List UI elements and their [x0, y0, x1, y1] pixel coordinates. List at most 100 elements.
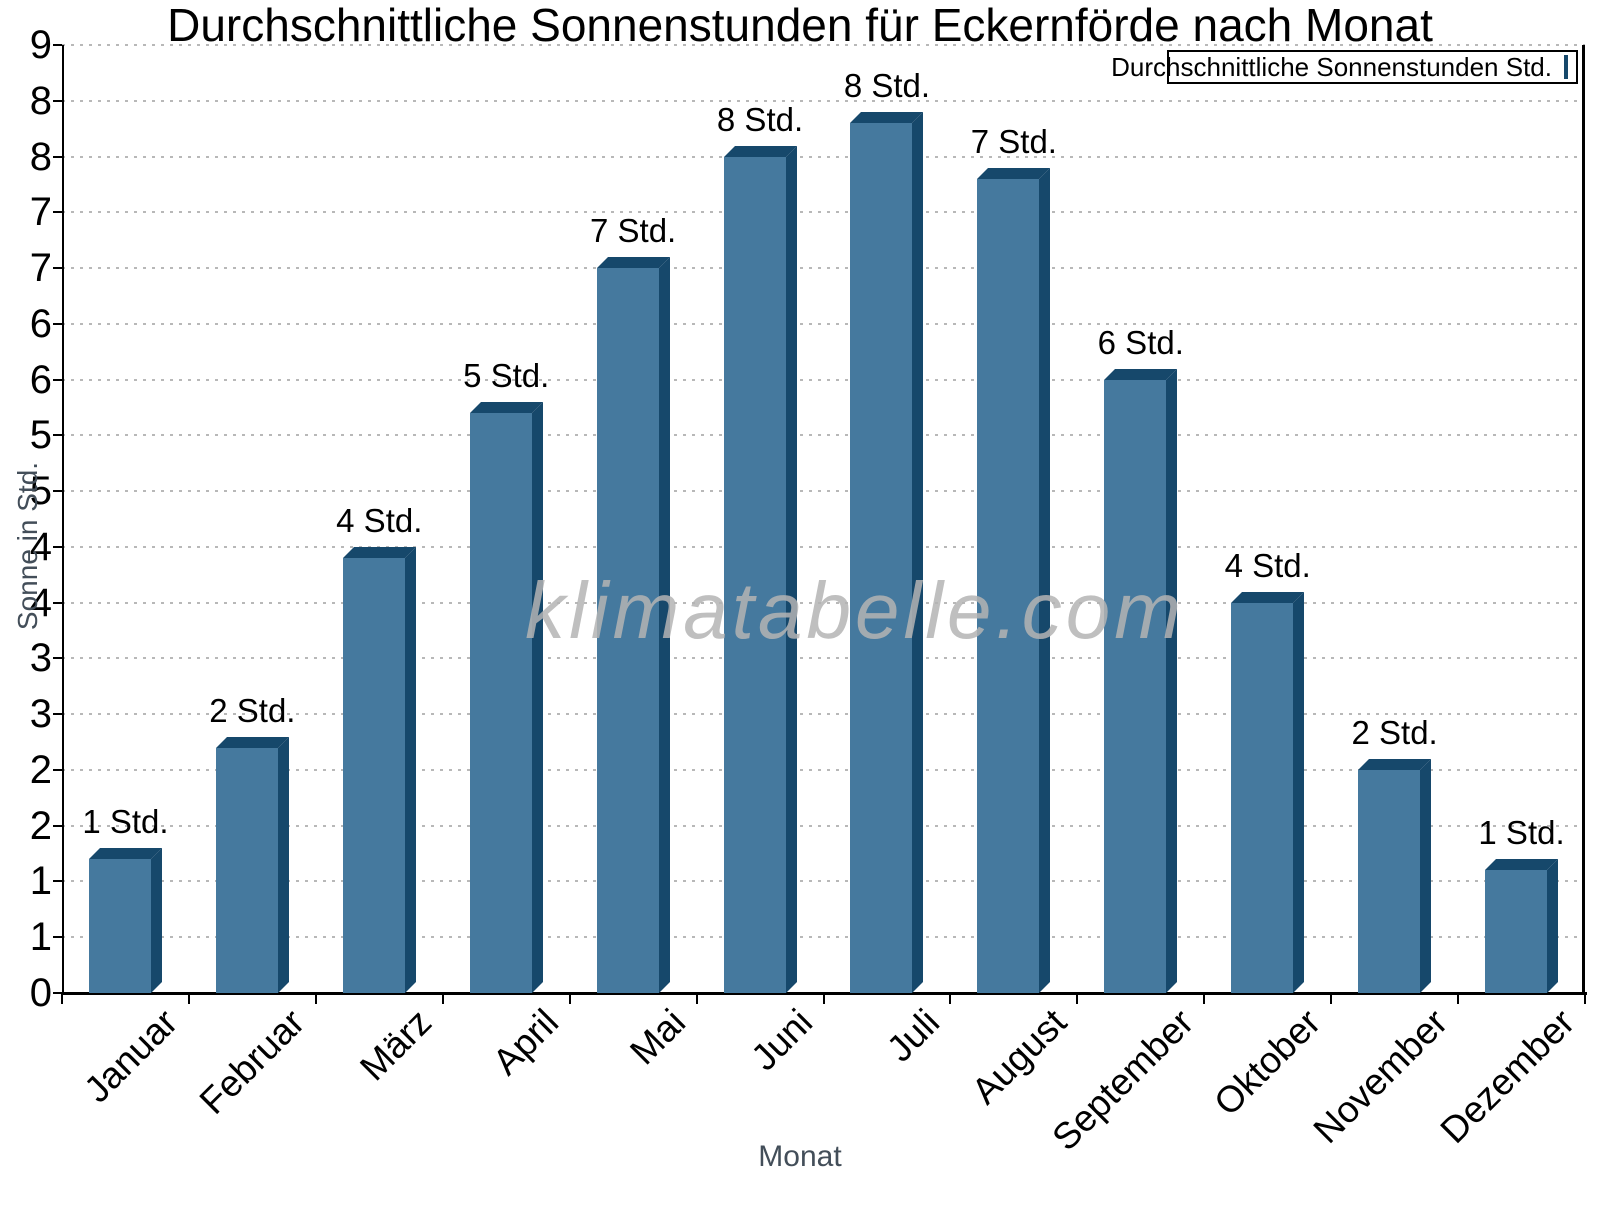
bar	[596, 257, 670, 993]
y-tick-label: 8	[29, 134, 52, 179]
gridline	[62, 490, 1585, 493]
x-axis-title: Monat	[758, 1140, 842, 1173]
x-axis-tick	[61, 995, 63, 1004]
y-tick-label: 6	[29, 357, 52, 402]
bar-side	[785, 145, 797, 993]
y-axis-tick	[53, 211, 62, 214]
y-axis-tick	[53, 768, 62, 771]
x-axis-tick	[949, 995, 952, 1004]
bar-value-label: 4 Std.	[336, 502, 423, 540]
y-tick-label: 6	[29, 301, 52, 346]
bar-side	[1039, 167, 1051, 993]
gridline	[62, 601, 1585, 604]
bar	[723, 145, 797, 993]
chart-title: Durchschnittliche Sonnenstunden für Ecke…	[167, 0, 1433, 51]
bar	[1231, 591, 1305, 993]
y-tick-label: 8	[29, 78, 52, 123]
bar-face	[596, 268, 659, 993]
gridline	[62, 99, 1585, 102]
bar	[215, 736, 289, 993]
y-axis-tick	[53, 434, 62, 437]
y-tick-label: 5	[29, 469, 52, 514]
x-axis-tick	[1330, 995, 1333, 1004]
y-axis-tick	[53, 155, 62, 158]
bar-side	[1547, 859, 1559, 993]
x-axis-tick	[822, 995, 825, 1004]
bar-face	[1485, 870, 1548, 993]
bar	[850, 112, 924, 993]
bar	[1485, 859, 1559, 993]
y-axis-tick	[53, 936, 62, 939]
y-tick-label: 3	[29, 692, 52, 737]
bar-value-label: 8 Std.	[843, 67, 931, 105]
plot-area: klimatabelle.com 1 Std. 2 Std. 4 Std. 5 Std…	[53, 44, 1587, 1004]
y-tick-label: 3	[29, 636, 52, 681]
bar-side	[150, 848, 162, 993]
bar-side	[912, 112, 924, 993]
y-axis-tick	[53, 657, 62, 660]
bar-face	[1231, 602, 1294, 993]
gridline	[62, 44, 1585, 46]
gridline	[62, 211, 1585, 214]
x-axis-tick	[1584, 995, 1586, 1004]
bar-side	[658, 257, 670, 993]
x-axis-tick	[568, 995, 571, 1004]
x-axis-tick	[187, 995, 190, 1004]
gridline	[62, 155, 1585, 158]
gridline	[62, 713, 1585, 716]
bar-face	[88, 859, 151, 993]
gridline	[62, 267, 1585, 270]
legend: Durchschnittliche Sonnenstunden Std.	[1111, 50, 1578, 84]
y-tick-label: 4	[29, 524, 52, 569]
x-axis-tick	[695, 995, 698, 1004]
bar-face	[1104, 379, 1167, 993]
y-tick-label: 2	[29, 747, 52, 792]
bar-value-label: 2 Std.	[1351, 713, 1438, 751]
legend-label: Durchschnittliche Sonnenstunden Std.	[1111, 51, 1552, 82]
x-axis-tick	[1457, 995, 1460, 1004]
bar-side	[1166, 368, 1178, 993]
bar-face	[850, 123, 913, 993]
bar	[88, 848, 162, 993]
gridline	[62, 824, 1585, 827]
x-axis-tick	[1076, 995, 1079, 1004]
bar	[1358, 758, 1432, 993]
bar-value-label: 7 Std.	[590, 212, 677, 250]
y-tick-label: 0	[29, 971, 52, 1015]
y-axis-tick	[53, 601, 62, 604]
y-axis-title: Sonne in Std.	[12, 461, 43, 631]
gridline	[62, 322, 1585, 325]
gridline	[62, 936, 1585, 939]
y-axis-tick	[53, 992, 62, 994]
y-axis-tick	[53, 267, 62, 270]
gridline	[62, 378, 1585, 381]
bar-value-label: 1 Std.	[1478, 814, 1565, 852]
y-tick-label: 7	[29, 190, 52, 235]
y-axis-tick	[53, 322, 62, 325]
bar-face	[342, 558, 405, 993]
bar	[1104, 368, 1178, 993]
bar-face	[215, 747, 278, 993]
y-tick-label: 1	[29, 859, 52, 904]
y-axis-tick	[53, 713, 62, 716]
x-axis-tick	[1203, 995, 1206, 1004]
y-tick-label: 5	[29, 413, 52, 458]
bar-value-label: 6 Std.	[1097, 323, 1184, 361]
bar-value-label: 4 Std.	[1224, 546, 1311, 584]
y-tick-label: 1	[29, 915, 52, 960]
y-axis-tick	[53, 490, 62, 493]
x-axis-tick	[314, 995, 317, 1004]
bar-value-label: 8 Std.	[716, 100, 804, 138]
y-axis-line	[62, 45, 64, 993]
y-tick-label: 2	[29, 803, 52, 848]
bar-value-label: 5 Std.	[463, 357, 550, 395]
bar-face	[723, 156, 786, 993]
bar-value-label: 2 Std.	[209, 691, 296, 729]
y-axis-tick	[53, 378, 62, 381]
bar-side	[1293, 591, 1305, 993]
bar-side	[277, 736, 289, 993]
y-axis-tick	[53, 824, 62, 827]
bar-face	[977, 178, 1040, 993]
bar-face	[469, 413, 532, 993]
